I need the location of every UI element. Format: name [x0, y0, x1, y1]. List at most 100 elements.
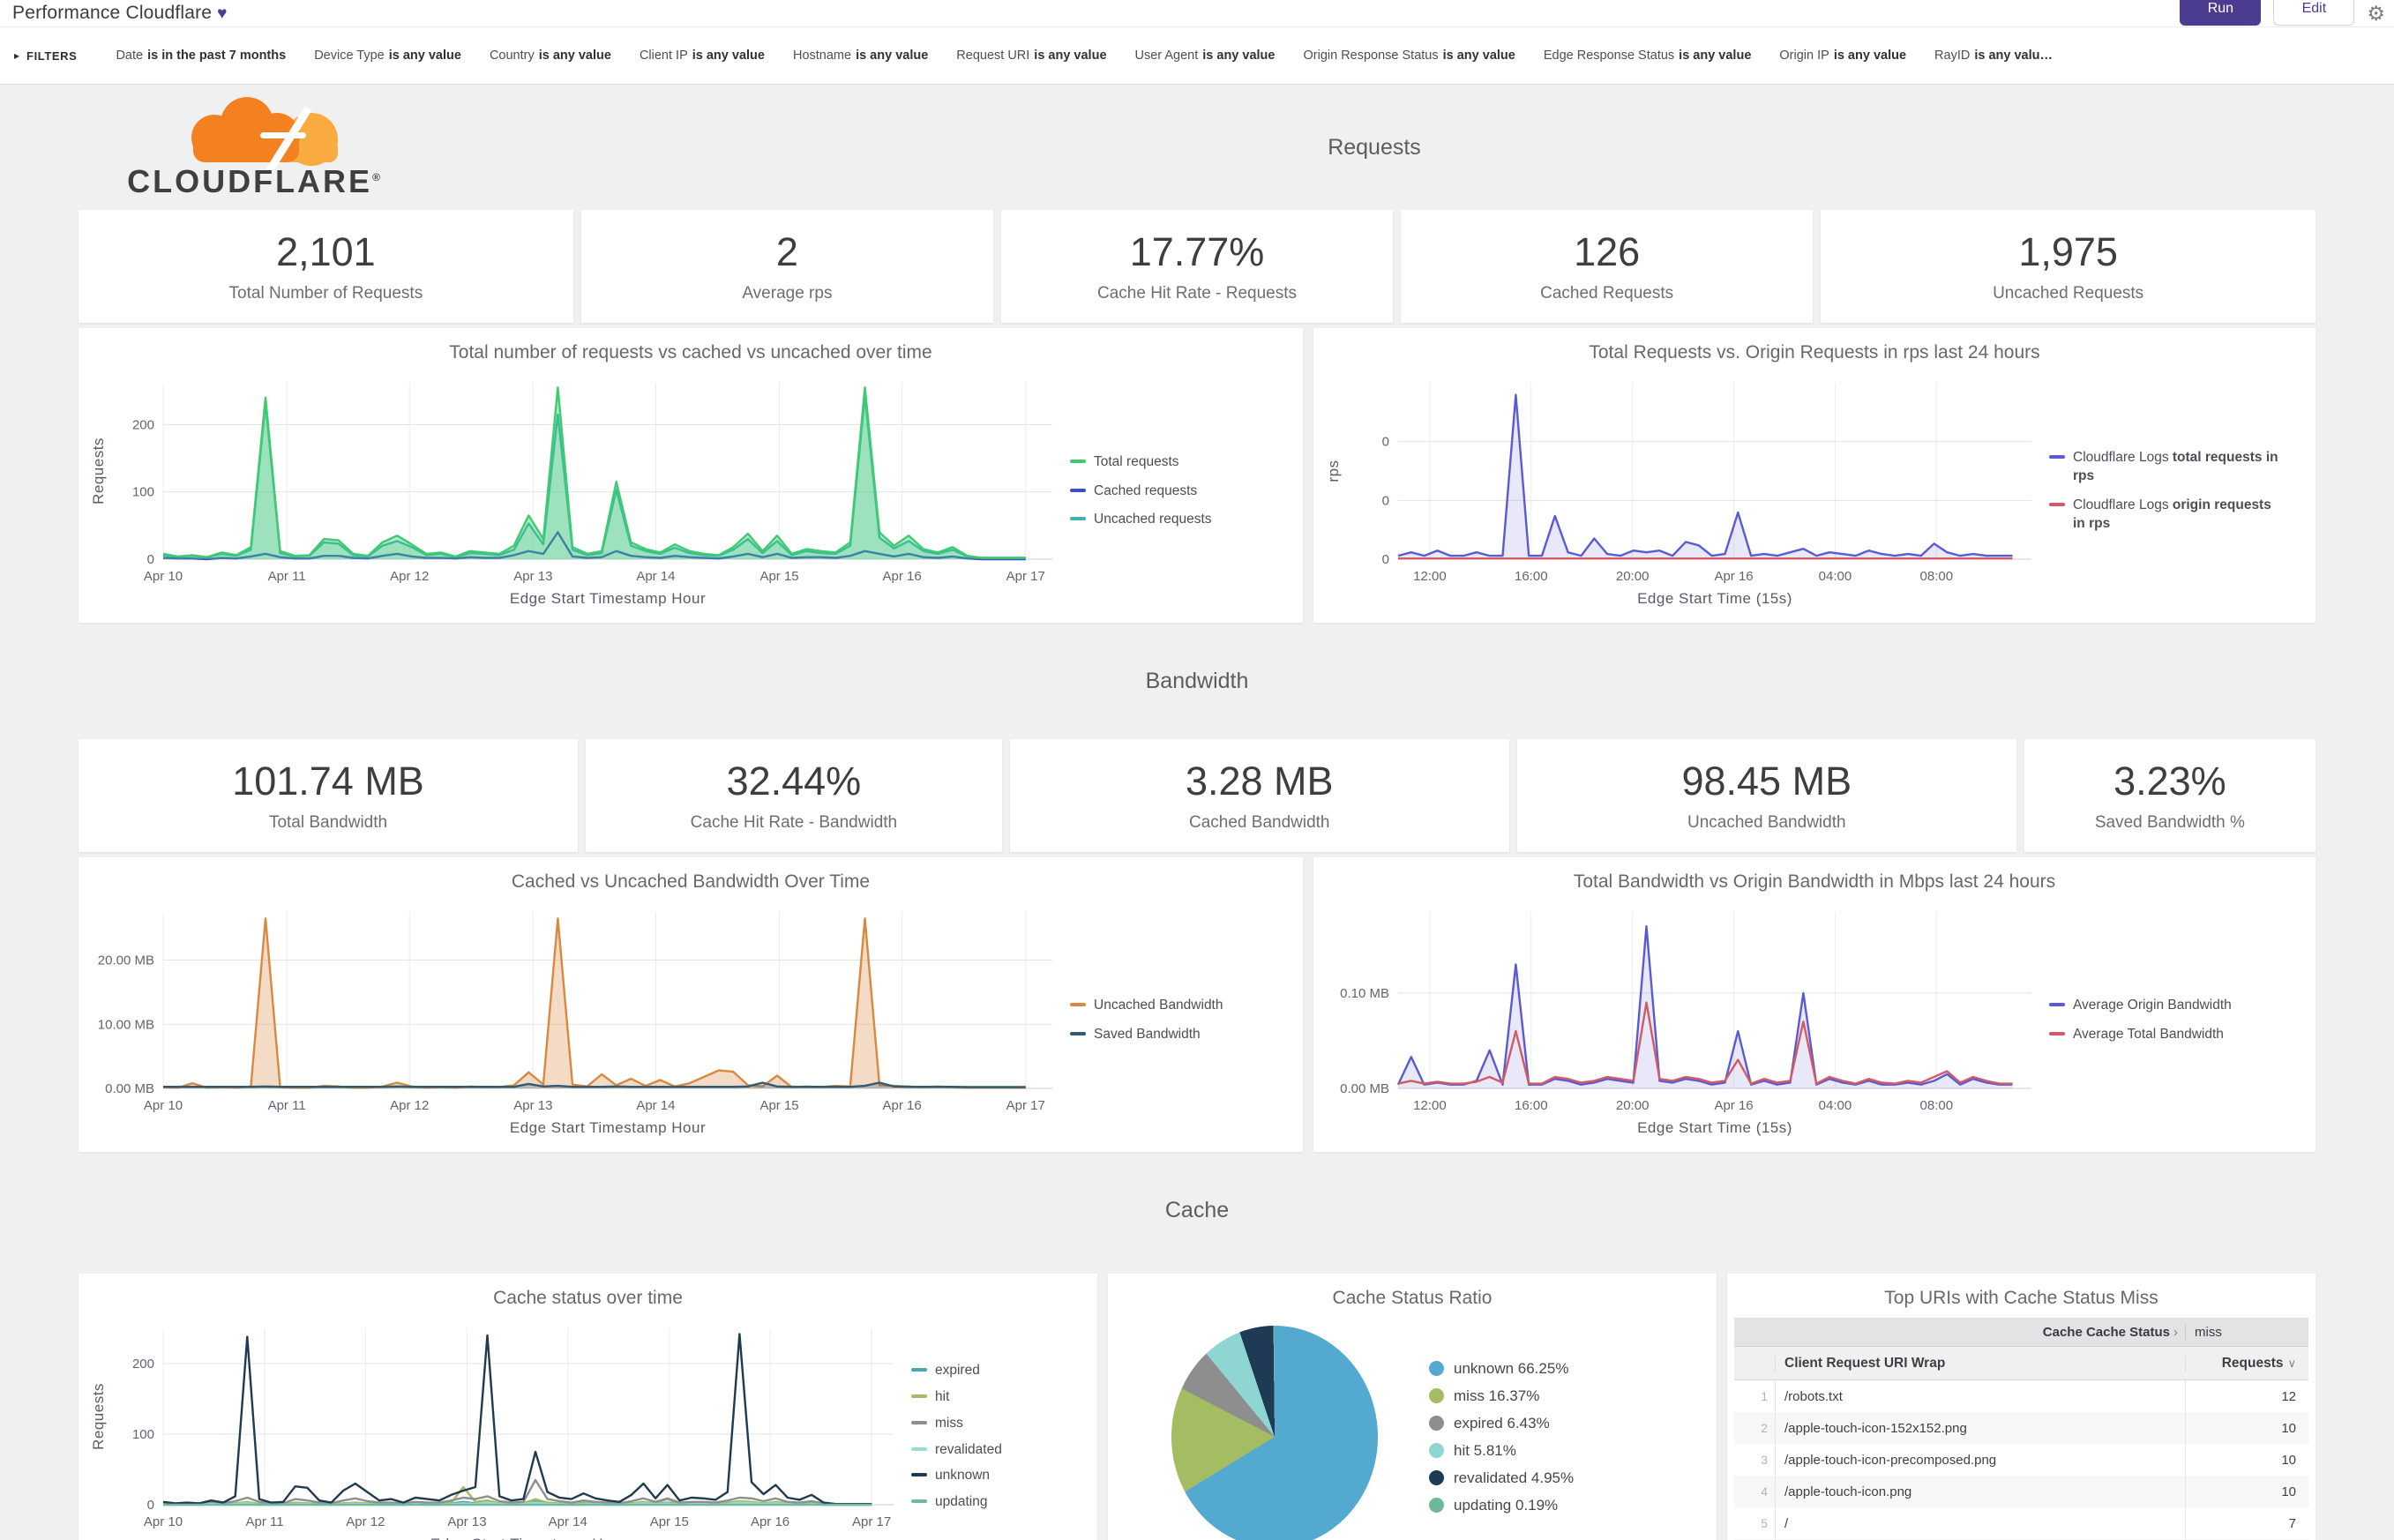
edit-button[interactable]: Edit	[2273, 0, 2355, 26]
legend-swatch	[2049, 455, 2065, 460]
svg-text:0: 0	[147, 1498, 154, 1513]
legend-item-miss[interactable]: miss	[911, 1415, 1056, 1433]
cell-uri[interactable]: /	[1775, 1507, 2185, 1539]
bandwidth-24h-plot[interactable]: 12:00 16:00 20:00 Apr 16 04:00 08:00 0.00 MB 0.…	[1320, 901, 2044, 1140]
legend-item-saved-bandwidth[interactable]: Saved Bandwidth	[1070, 1026, 1268, 1044]
filters-expander-icon[interactable]: ▸	[14, 49, 20, 62]
filter-item-date[interactable]: Date is in the past 7 months	[116, 49, 287, 63]
legend-item-cloudflare-logs-total-requests-in-rps[interactable]: Cloudflare Logs total requests in rps	[2049, 449, 2282, 486]
cache-status-pie[interactable]	[1171, 1326, 1378, 1540]
filter-item-rayid[interactable]: RayID is any valu…	[1934, 49, 2053, 63]
filter-item-user-agent[interactable]: User Agent is any value	[1134, 49, 1276, 63]
svg-text:Apr 13: Apr 13	[513, 569, 552, 584]
legend-swatch	[911, 1420, 927, 1424]
svg-text:08:00: 08:00	[1920, 569, 1954, 584]
svg-text:Apr 15: Apr 15	[650, 1514, 689, 1529]
cell-requests[interactable]: 10	[2185, 1476, 2308, 1507]
svg-text:Requests: Requests	[90, 1383, 107, 1450]
pie-legend-item-unknown[interactable]: unknown 66.25%	[1429, 1360, 1574, 1378]
requests-over-time-plot[interactable]: Apr 10 Apr 11 Apr 12 Apr 13 Apr 14 Apr 15 Apr …	[86, 372, 1065, 610]
kpi-cache-hit-rate-bandwidth: 32.44% Cache Hit Rate - Bandwidth	[586, 739, 1002, 852]
legend-item-expired[interactable]: expired	[911, 1362, 1056, 1380]
legend-swatch	[1429, 1361, 1444, 1376]
kpi-label: Saved Bandwidth %	[2094, 813, 2245, 832]
filter-item-origin-response-status[interactable]: Origin Response Status is any value	[1303, 49, 1515, 63]
pie-legend-item-revalidated[interactable]: revalidated 4.95%	[1429, 1469, 1574, 1487]
filter-item-client-ip[interactable]: Client IP is any value	[639, 49, 765, 63]
svg-text:0: 0	[1382, 552, 1389, 567]
cell-requests[interactable]: 7	[2185, 1507, 2308, 1539]
cache-status-plot[interactable]: Apr 10 Apr 11 Apr 12 Apr 13 Apr 14 Apr 15 Apr …	[86, 1318, 906, 1540]
run-button[interactable]: Run	[2180, 0, 2262, 26]
requests-rps-plot[interactable]: 12:00 16:00 20:00 Apr 16 04:00 08:00 0 0 0 rps Edg…	[1320, 372, 2044, 610]
kpi-total-number-of-requests: 2,101 Total Number of Requests	[79, 210, 573, 323]
filter-item-origin-ip[interactable]: Origin IP is any value	[1779, 49, 1907, 63]
legend-swatch	[2049, 503, 2065, 506]
legend-item-total-requests[interactable]: Total requests	[1070, 453, 1268, 472]
svg-text:20:00: 20:00	[1616, 1098, 1650, 1113]
kpi-uncached-bandwidth: 98.45 MB Uncached Bandwidth	[1516, 739, 2016, 852]
kpi-total-bandwidth: 101.74 MB Total Bandwidth	[79, 739, 579, 852]
svg-text:Edge Start Time (15s): Edge Start Time (15s)	[1637, 1119, 1792, 1136]
svg-text:Apr 11: Apr 11	[246, 1514, 284, 1529]
row-index: 3	[1761, 1453, 1768, 1467]
cell-uri[interactable]: /apple-touch-icon-152x152.png	[1775, 1412, 2185, 1444]
pie-legend-item-hit[interactable]: hit 5.81%	[1429, 1442, 1574, 1460]
table-row: 4/apple-touch-icon.png 10	[1734, 1476, 2308, 1507]
heart-icon: ♥	[217, 4, 228, 23]
kpi-saved-bandwidth-: 3.23% Saved Bandwidth %	[2024, 739, 2315, 852]
svg-text:0.00 MB: 0.00 MB	[1340, 1081, 1389, 1096]
gear-icon[interactable]: ⚙	[2367, 2, 2385, 25]
cell-uri[interactable]: /apple-touch-icon.png	[1775, 1476, 2185, 1507]
cell-uri[interactable]: /robots.txt	[1775, 1380, 2185, 1412]
cell-requests[interactable]: 10	[2185, 1412, 2308, 1444]
pivot-field-label[interactable]: Cache Cache Status ›	[2042, 1324, 2178, 1340]
kpi-value: 98.45 MB	[1681, 759, 1852, 804]
kpi-label: Cached Bandwidth	[1189, 813, 1330, 832]
legend-item-uncached-bandwidth[interactable]: Uncached Bandwidth	[1070, 997, 1268, 1015]
svg-text:Apr 11: Apr 11	[268, 1098, 306, 1113]
legend-item-cloudflare-logs-origin-requests-in-rps[interactable]: Cloudflare Logs origin requests in rps	[2049, 497, 2282, 534]
legend-swatch	[911, 1473, 927, 1477]
cell-requests[interactable]: 12	[2185, 1380, 2308, 1412]
pie-legend-item-updating[interactable]: updating 0.19%	[1429, 1497, 1574, 1514]
table-title: Top URIs with Cache Status Miss	[1884, 1288, 2158, 1308]
cell-uri[interactable]: /apple-touch-icon-precomposed.png	[1775, 1444, 2185, 1476]
chart-cache-status-ratio: Cache Status Ratio unknown 66.25% miss 16…	[1108, 1274, 1717, 1540]
dashboard-body: CLOUDFLARE® Requests 2,101 Total Number o…	[0, 85, 2394, 1540]
pie-legend-item-miss[interactable]: miss 16.37%	[1429, 1387, 1574, 1405]
column-header-uri[interactable]: Client Request URI Wrap	[1775, 1355, 2185, 1372]
legend-item-cached-requests[interactable]: Cached requests	[1070, 482, 1268, 501]
svg-text:0: 0	[147, 552, 154, 567]
filter-item-country[interactable]: Country is any value	[489, 49, 611, 63]
svg-text:0.10 MB: 0.10 MB	[1340, 986, 1389, 1001]
svg-text:Apr 16: Apr 16	[883, 1098, 922, 1113]
row-index: 1	[1761, 1389, 1768, 1403]
filter-item-device-type[interactable]: Device Type is any value	[314, 49, 461, 63]
filter-item-edge-response-status[interactable]: Edge Response Status is any value	[1543, 49, 1752, 63]
legend-item-uncached-requests[interactable]: Uncached requests	[1070, 511, 1268, 529]
filter-item-hostname[interactable]: Hostname is any value	[792, 49, 929, 63]
filter-item-request-uri[interactable]: Request URI is any value	[956, 49, 1107, 63]
kpi-value: 3.28 MB	[1185, 759, 1334, 804]
cell-requests[interactable]: 10	[2185, 1444, 2308, 1476]
svg-text:Apr 16: Apr 16	[1714, 1098, 1753, 1113]
legend-swatch	[1070, 1032, 1086, 1035]
kpi-label: Cache Hit Rate - Bandwidth	[690, 813, 898, 832]
legend-item-average-origin-bandwidth[interactable]: Average Origin Bandwidth	[2049, 997, 2282, 1015]
chevron-right-icon: ›	[2173, 1324, 2178, 1340]
pie-legend-item-expired[interactable]: expired 6.43%	[1429, 1415, 1574, 1432]
svg-text:Apr 10: Apr 10	[144, 1514, 183, 1529]
legend-item-updating[interactable]: updating	[911, 1493, 1056, 1512]
svg-text:Edge Start Time (15s): Edge Start Time (15s)	[1637, 590, 1792, 607]
bandwidth-over-time-plot[interactable]: Apr 10 Apr 11 Apr 12 Apr 13 Apr 14 Apr 15 Apr …	[86, 901, 1065, 1140]
svg-text:Apr 12: Apr 12	[390, 569, 429, 584]
legend-item-hit[interactable]: hit	[911, 1388, 1056, 1407]
column-header-requests[interactable]: Requests ∨	[2185, 1355, 2308, 1372]
legend-item-average-total-bandwidth[interactable]: Average Total Bandwidth	[2049, 1026, 2282, 1044]
legend-item-unknown[interactable]: unknown	[911, 1467, 1056, 1485]
chart-bandwidth-over-time: Cached vs Uncached Bandwidth Over Time A…	[79, 857, 1303, 1152]
legend-item-revalidated[interactable]: revalidated	[911, 1441, 1056, 1460]
svg-text:Apr 13: Apr 13	[513, 1098, 552, 1113]
kpi-label: Total Number of Requests	[228, 284, 423, 303]
